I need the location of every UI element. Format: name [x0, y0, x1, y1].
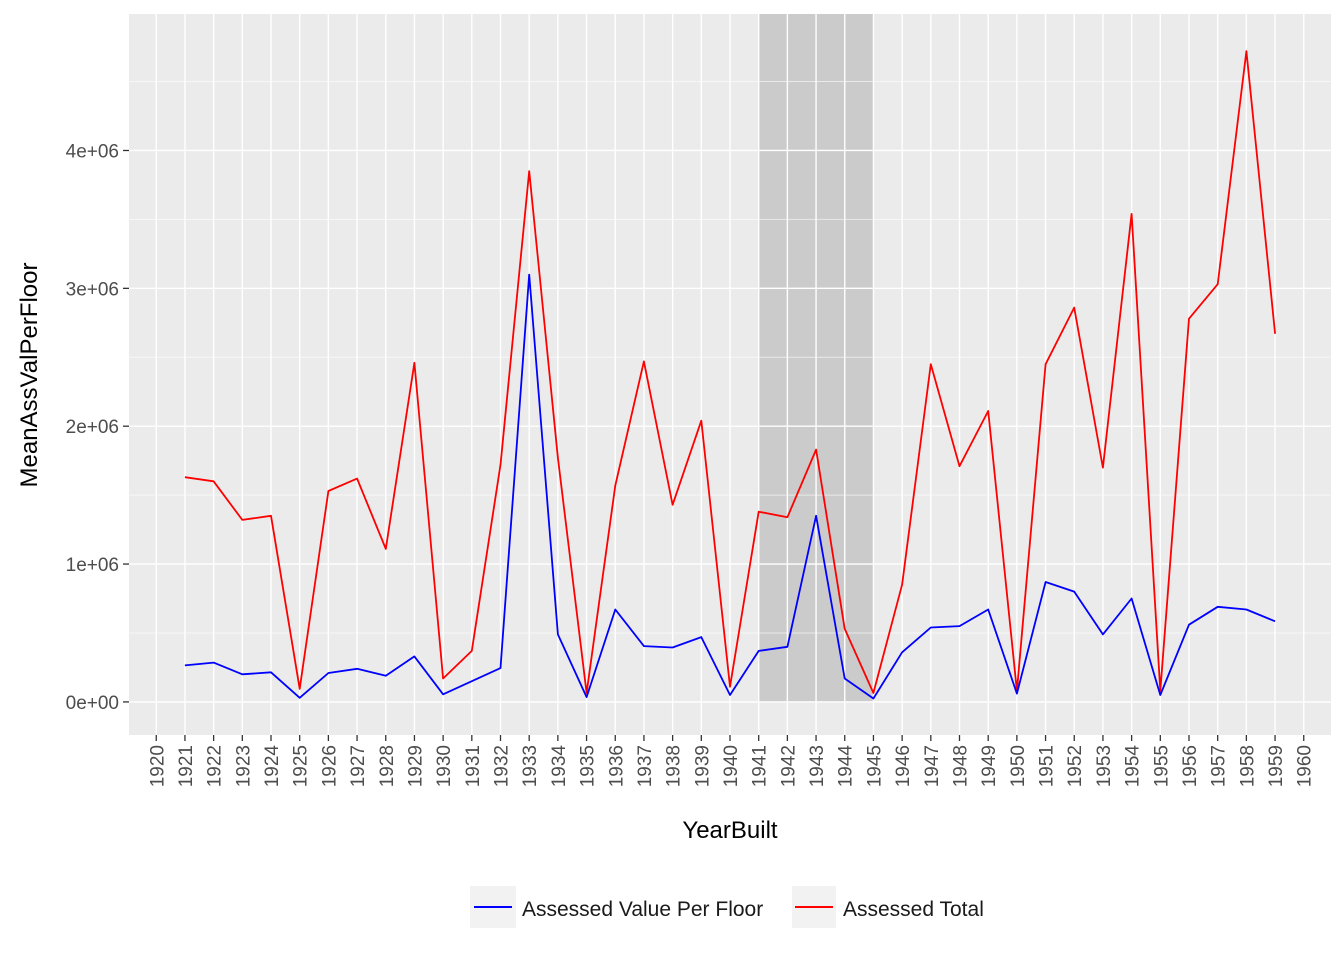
legend-label-1: Assessed Total: [843, 898, 984, 921]
x-tick-label: 1929: [405, 745, 426, 787]
legend-label-0: Assessed Value Per Floor: [522, 898, 763, 921]
x-tick-label: 1935: [578, 745, 599, 787]
y-tick-label: 2e+06: [66, 417, 119, 438]
x-tick-label: 1952: [1065, 745, 1086, 787]
y-tick-label: 3e+06: [66, 279, 119, 300]
x-tick-label: 1939: [692, 745, 713, 787]
series-line-1: [184, 50, 1276, 694]
x-tick-label: 1932: [492, 745, 513, 787]
x-axis-title: YearBuilt: [682, 817, 778, 844]
x-tick-label: 1945: [864, 745, 885, 787]
y-tick-label: 4e+06: [66, 141, 119, 162]
x-tick-label: 1937: [635, 745, 656, 787]
x-tick-label: 1920: [147, 745, 168, 787]
x-tick-label: 1947: [922, 745, 943, 787]
series-lines: [184, 50, 1276, 700]
x-axis: 1920 1921 1922 1923 1924 1925 1926 1927 1928 1929…: [147, 735, 1316, 788]
x-tick-label: 1921: [176, 745, 197, 787]
x-tick-label: 1958: [1237, 745, 1258, 787]
legend: Assessed Value Per Floor Assessed Total: [470, 886, 984, 928]
x-tick-label: 1948: [950, 745, 971, 787]
x-tick-label: 1934: [549, 745, 570, 788]
x-tick-label: 1925: [291, 745, 312, 787]
x-tick-label: 1953: [1094, 745, 1115, 787]
series-line-0: [184, 273, 1276, 700]
y-axis: 0e+00 1e+06 2e+06 3e+06 4e+06: [66, 141, 129, 714]
x-tick-label: 1936: [606, 745, 627, 787]
y-tick-label: 0e+00: [66, 693, 119, 714]
major-gridlines: [129, 14, 1331, 735]
x-tick-label: 1928: [377, 745, 398, 787]
x-tick-label: 1931: [463, 745, 484, 787]
x-tick-label: 1926: [319, 745, 340, 787]
x-tick-label: 1927: [348, 745, 369, 787]
x-tick-label: 1954: [1123, 745, 1144, 788]
x-tick-label: 1951: [1037, 745, 1058, 787]
x-tick-label: 1938: [664, 745, 685, 787]
x-tick-label: 1923: [233, 745, 254, 787]
y-tick-label: 1e+06: [66, 555, 119, 576]
x-tick-label: 1940: [721, 745, 742, 787]
x-tick-label: 1922: [205, 745, 226, 787]
x-tick-label: 1942: [778, 745, 799, 787]
x-tick-label: 1946: [893, 745, 914, 787]
x-tick-label: 1950: [1008, 745, 1029, 787]
x-tick-label: 1943: [807, 745, 828, 787]
x-tick-label: 1959: [1266, 745, 1287, 787]
x-tick-label: 1957: [1209, 745, 1230, 787]
x-tick-label: 1949: [979, 745, 1000, 787]
x-tick-label: 1941: [750, 745, 771, 787]
x-tick-label: 1956: [1180, 745, 1201, 787]
x-tick-label: 1955: [1151, 745, 1172, 787]
y-axis-title: MeanAssValPerFloor: [16, 263, 43, 488]
x-tick-label: 1930: [434, 745, 455, 787]
x-tick-label: 1960: [1295, 745, 1316, 787]
x-tick-label: 1944: [836, 745, 857, 788]
x-tick-label: 1933: [520, 745, 541, 787]
x-tick-label: 1924: [262, 745, 283, 788]
